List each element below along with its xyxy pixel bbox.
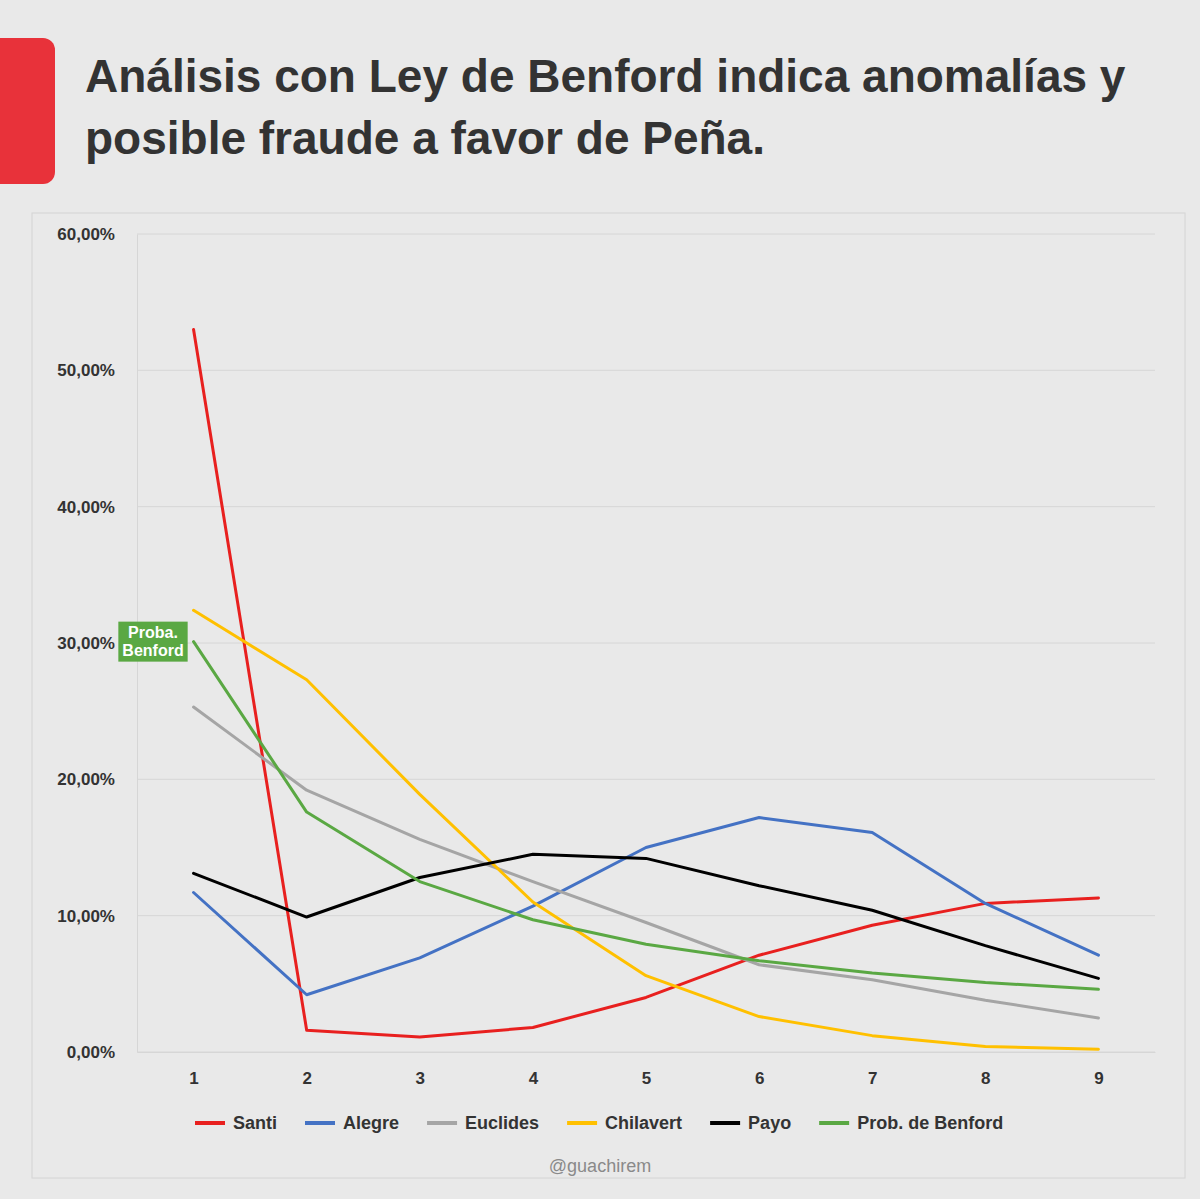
legend-item: Payo [710, 1113, 791, 1133]
x-tick: 3 [416, 1052, 425, 1088]
title-tab [0, 38, 55, 184]
y-tick-label: 40,00% [57, 498, 115, 517]
source: @guachirem [549, 1156, 651, 1176]
legend: Santi Alegre Euclides Chilavert Payo Prob. de… [195, 1113, 1003, 1133]
legend-swatch [195, 1121, 225, 1125]
x-tick: 8 [981, 1052, 990, 1088]
x-tick: 5 [642, 1052, 651, 1088]
x-tick: 7 [868, 1052, 877, 1088]
x-tick-label: 8 [981, 1069, 990, 1088]
grid-line [137, 370, 1155, 371]
series-line [194, 707, 1099, 1018]
x-tick-label: 6 [755, 1069, 764, 1088]
annotation-text: Proba. [128, 624, 178, 641]
series-line [194, 854, 1099, 978]
x-tick: 4 [529, 1052, 539, 1088]
y-tick-label: 10,00% [57, 907, 115, 926]
grid-line [137, 643, 1155, 644]
series-line [194, 818, 1099, 995]
y-tick-label: 20,00% [57, 770, 115, 789]
title: Análisis con Ley de Benford indica anoma… [85, 50, 1126, 164]
legend-label: Payo [748, 1113, 791, 1133]
y-tick: 50,00% [57, 361, 137, 380]
x-tick-label: 9 [1094, 1069, 1103, 1088]
legend-item: Alegre [305, 1113, 399, 1133]
x-tick: 6 [755, 1052, 764, 1088]
legend-item: Chilavert [567, 1113, 682, 1133]
legend-swatch [305, 1121, 335, 1125]
background [0, 0, 1200, 1199]
annotation-box [118, 622, 187, 662]
y-tick: 40,00% [57, 498, 137, 517]
x-axis-line [138, 1052, 1156, 1053]
legend-item: Euclides [427, 1113, 539, 1133]
annotation-text: Benford [122, 642, 183, 659]
grid-line [137, 234, 1155, 235]
series-line [194, 329, 1099, 1037]
x-tick-label: 2 [302, 1069, 311, 1088]
grid-line [137, 1052, 1155, 1053]
y-tick: 10,00% [57, 907, 137, 926]
x-tick-label: 1 [189, 1069, 198, 1088]
legend-label: Chilavert [605, 1113, 682, 1133]
y-tick-label: 30,00% [57, 634, 115, 653]
legend-label: Santi [233, 1113, 277, 1133]
grid-line [137, 506, 1155, 507]
x-tick: 1 [189, 1052, 198, 1088]
legend-label: Prob. de Benford [857, 1113, 1003, 1133]
y-tick: 0,00% [67, 1043, 137, 1062]
x-axis: 1 2 3 4 5 6 7 8 9 [138, 1052, 1156, 1088]
series-line [194, 642, 1099, 990]
y-tick-label: 0,00% [67, 1043, 115, 1062]
legend-item: Santi [195, 1113, 277, 1133]
legend-label: Euclides [465, 1113, 539, 1133]
x-tick-label: 5 [642, 1069, 651, 1088]
chart: Análisis con Ley de Benford indica anoma… [0, 0, 1200, 1199]
y-tick-label: 50,00% [57, 361, 115, 380]
x-tick-label: 3 [416, 1069, 425, 1088]
legend-swatch [427, 1121, 457, 1125]
annotation: Proba.Benford [118, 622, 187, 662]
y-tick: 20,00% [57, 770, 137, 789]
legend-item: Prob. de Benford [819, 1113, 1003, 1133]
legend-swatch [567, 1121, 597, 1125]
x-tick: 2 [302, 1052, 311, 1088]
series-line [194, 610, 1099, 1049]
y-tick: 60,00% [57, 225, 137, 244]
x-tick: 9 [1094, 1052, 1103, 1088]
legend-swatch [710, 1121, 740, 1125]
x-tick-label: 4 [529, 1069, 539, 1088]
legend-label: Alegre [343, 1113, 399, 1133]
legend-swatch [819, 1121, 849, 1125]
x-tick-label: 7 [868, 1069, 877, 1088]
grid [137, 234, 1155, 1052]
lines [194, 329, 1099, 1049]
y-tick-label: 60,00% [57, 225, 115, 244]
panel-frame [32, 213, 1185, 1178]
